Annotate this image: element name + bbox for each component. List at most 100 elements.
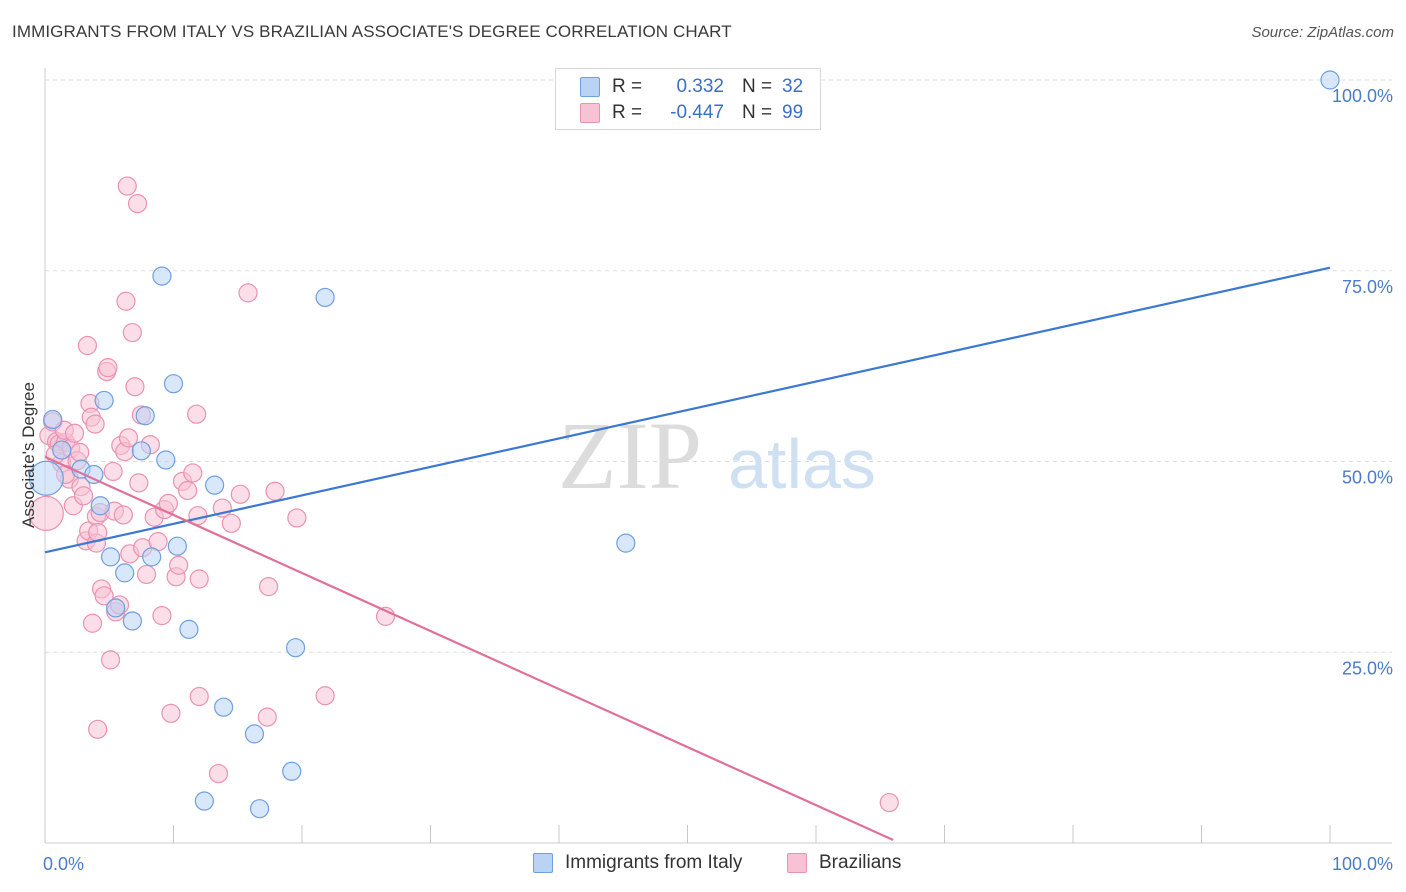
brazil-point xyxy=(315,686,335,706)
italy-point xyxy=(285,638,306,658)
italy-point xyxy=(90,496,110,516)
italy-point xyxy=(194,791,214,811)
legend-r-value-italy: 0.332 xyxy=(676,76,724,97)
brazil-point xyxy=(230,484,250,504)
brazil-point xyxy=(98,358,118,378)
brazil-point xyxy=(28,495,64,531)
y-axis-label: Associate's Degree xyxy=(19,382,38,528)
legend-n-value-italy: 32 xyxy=(782,76,804,97)
legend-swatch-italy xyxy=(533,853,553,873)
brazil-point xyxy=(129,473,149,493)
brazil-point xyxy=(82,613,103,633)
brazil-point xyxy=(100,650,121,670)
italy-point xyxy=(179,619,199,639)
tick-labels: 25.0% 50.0% 75.0% 100.0% 0.0% 100.0% xyxy=(43,86,1393,874)
italy-point xyxy=(156,450,176,470)
legend-swatch-brazil xyxy=(580,103,600,123)
y-tick-label: 100.0% xyxy=(1332,86,1393,106)
brazil-trend-line xyxy=(44,455,894,841)
legend-r-label: R = xyxy=(612,76,643,97)
brazil-point xyxy=(117,176,137,196)
legend-row-italy: R = 0.332 N = 32 xyxy=(580,74,803,100)
italy-point xyxy=(1320,70,1340,90)
italy-trend-line xyxy=(44,266,1331,554)
brazil-point xyxy=(161,703,181,723)
y-tick-label: 75.0% xyxy=(1342,277,1393,297)
brazil-point xyxy=(127,194,148,214)
brazil-point xyxy=(103,461,123,482)
legend-item-italy: Immigrants from Italy xyxy=(533,852,742,874)
trend-lines xyxy=(44,266,1331,841)
watermark: ZIP atlas xyxy=(558,402,876,509)
italy-point xyxy=(115,563,135,583)
brazil-point xyxy=(70,442,90,462)
source-label: Source: ZipAtlas.com xyxy=(1251,24,1394,41)
brazil-point xyxy=(73,486,94,506)
italy-point xyxy=(163,374,184,394)
watermark-zip: ZIP xyxy=(558,402,702,509)
brazil-point xyxy=(122,322,142,343)
italy-point xyxy=(214,697,234,717)
brazil-point xyxy=(265,481,285,501)
brazil-point xyxy=(136,564,157,585)
legend-n-label: N = xyxy=(742,76,773,97)
italy-point xyxy=(244,724,265,744)
brazil-point xyxy=(116,291,136,311)
legend-n-value-brazil: 99 xyxy=(782,102,804,123)
italy-point xyxy=(28,460,64,496)
italy-point xyxy=(122,611,142,631)
x-tick-label: 100.0% xyxy=(1332,854,1393,874)
brazil-point xyxy=(88,719,108,739)
legend-row-brazil: R = -0.447 N = 99 xyxy=(580,100,803,126)
italy-point xyxy=(52,440,72,460)
legend-n-label: N = xyxy=(742,102,773,123)
italy-point xyxy=(282,761,302,781)
y-tick-label: 50.0% xyxy=(1342,468,1393,488)
italy-point xyxy=(131,441,151,461)
italy-point xyxy=(94,390,114,411)
brazil-point xyxy=(169,555,189,575)
brazil-point xyxy=(879,792,899,813)
grid-lines xyxy=(45,79,1392,653)
brazil-point xyxy=(85,414,105,434)
legend-r-value-brazil: -0.447 xyxy=(670,102,724,123)
brazil-point xyxy=(94,586,114,606)
legend-label-italy: Immigrants from Italy xyxy=(565,852,743,873)
brazil-point xyxy=(287,508,307,528)
axes xyxy=(44,68,1392,844)
x-tick-label: 0.0% xyxy=(43,854,84,874)
series-legend: Immigrants from Italy Brazilians xyxy=(0,852,1406,876)
italy-point xyxy=(616,533,636,553)
italy-point xyxy=(142,547,162,567)
y-tick-label: 25.0% xyxy=(1342,658,1393,678)
legend-swatch-brazil xyxy=(787,853,807,873)
italy-point xyxy=(106,598,126,618)
italy-point xyxy=(100,547,121,567)
legend-item-brazil: Brazilians xyxy=(787,852,901,874)
brazil-point xyxy=(189,569,209,589)
brazil-point xyxy=(77,335,98,356)
brazil-point xyxy=(113,505,133,525)
correlation-legend: R = 0.332 N = 32 R = -0.447 N = 99 xyxy=(555,68,821,130)
brazil-point xyxy=(152,606,172,626)
legend-swatch-italy xyxy=(580,77,600,97)
italy-point xyxy=(167,536,187,556)
italy-point xyxy=(43,409,63,430)
brazil-point xyxy=(221,513,241,533)
watermark-atlas: atlas xyxy=(728,425,876,503)
brazil-point xyxy=(208,763,229,784)
italy-point xyxy=(249,799,270,819)
brazil-point xyxy=(257,707,277,727)
brazil-point xyxy=(178,480,198,501)
brazil-point xyxy=(189,686,209,707)
italy-point xyxy=(152,266,172,286)
series-italy xyxy=(28,70,1340,819)
brazil-point xyxy=(64,423,85,443)
italy-point xyxy=(205,475,225,495)
legend-label-brazil: Brazilians xyxy=(819,852,902,873)
brazil-point xyxy=(118,428,139,448)
legend-r-label: R = xyxy=(612,102,643,123)
brazil-point xyxy=(238,283,258,303)
chart-title: IMMIGRANTS FROM ITALY VS BRAZILIAN ASSOC… xyxy=(12,22,732,41)
